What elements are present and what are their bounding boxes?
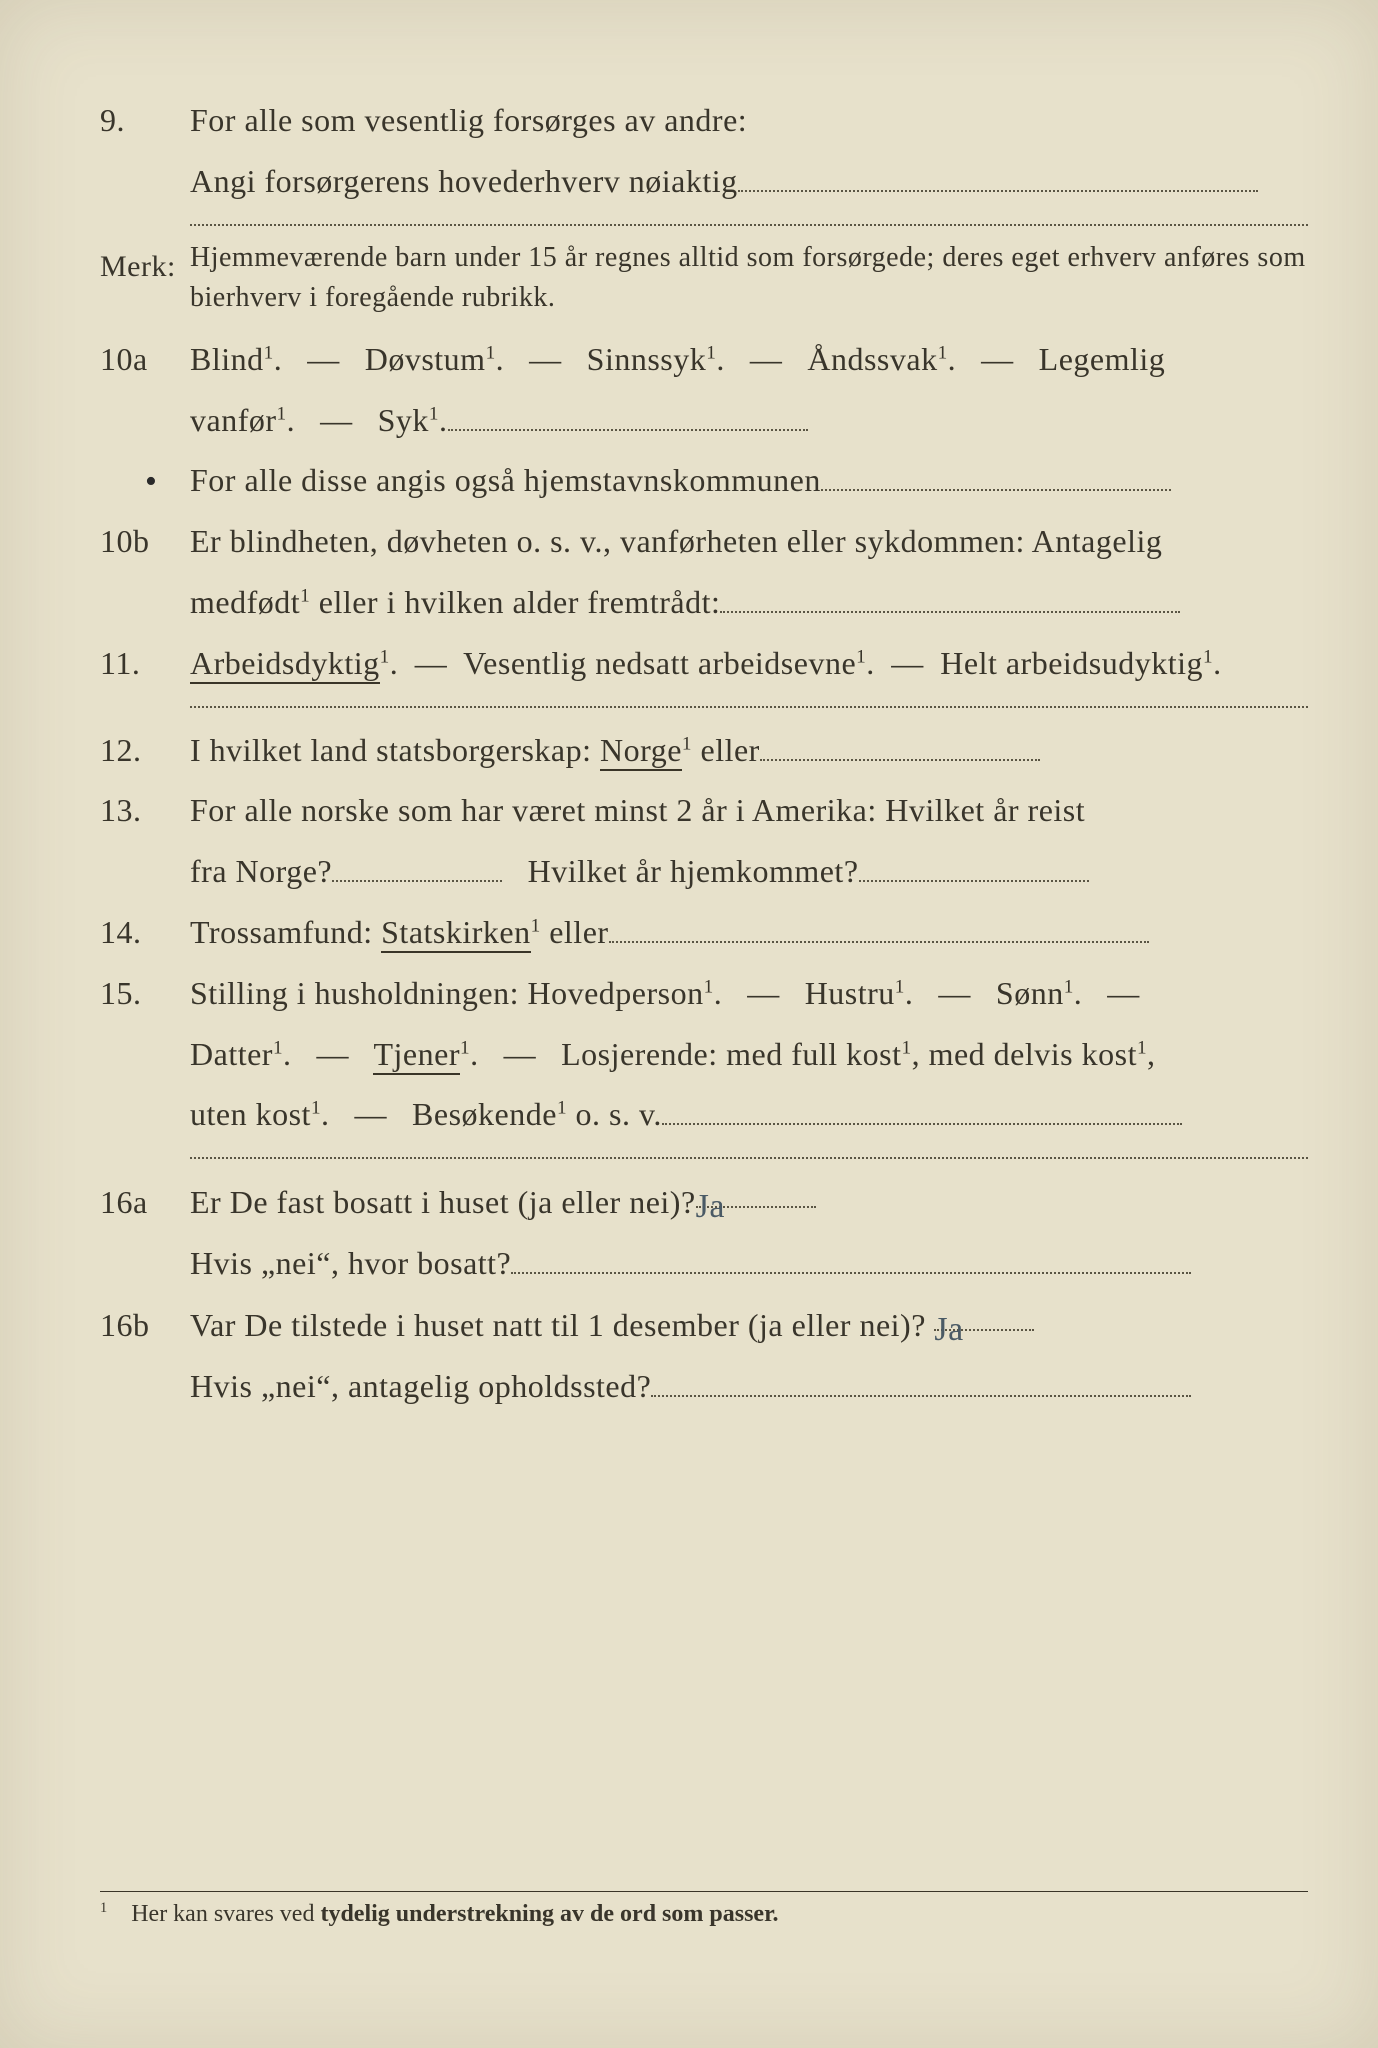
q13-text1: For alle norske som har været minst 2 år… [190, 780, 1308, 841]
q16a-question: Er De fast bosatt i huset (ja eller nei)… [190, 1184, 696, 1220]
bullet-dot: • [145, 450, 157, 515]
q10a-line3: • For alle disse angis også hjemstavnsko… [100, 450, 1308, 511]
q15-osv: o. s. v. [567, 1096, 662, 1132]
q10b-line1: 10b Er blindheten, døvheten o. s. v., va… [100, 511, 1308, 572]
q16a-fill[interactable]: Ja [696, 1171, 816, 1208]
q13-line1: 13. For alle norske som har været minst … [100, 780, 1308, 841]
merk-text: Hjemmeværende barn under 15 år regnes al… [190, 238, 1308, 319]
q10a-hjem: For alle disse angis også hjemstavnskomm… [190, 462, 821, 498]
q10b-text1: Er blindheten, døvheten o. s. v., vanfør… [190, 511, 1308, 572]
opt-sonn: Sønn [996, 975, 1064, 1011]
footnote-text-a: Her kan svares ved [131, 1901, 320, 1927]
opt-nedsatt: Vesentlig nedsatt arbeidsevne [463, 645, 856, 681]
opt-norge: Norge [600, 732, 682, 771]
q9-line1: 9. For alle som vesentlig forsørges av a… [100, 90, 1308, 151]
opt-uten: uten kost [190, 1096, 311, 1132]
q12-text: I hvilket land statsborgerskap: [190, 732, 600, 768]
q16b-number: 16b [100, 1295, 190, 1356]
q16b-question: Var De tilstede i huset natt til 1 desem… [190, 1307, 926, 1343]
opt-andssvak: Åndssvak [807, 341, 937, 377]
opt-hustru: Hustru [805, 975, 895, 1011]
q9-number: 9. [100, 90, 190, 151]
q15-line3: uten kost1. — Besøkende1 o. s. v. [100, 1084, 1308, 1145]
q16a-line1: 16a Er De fast bosatt i huset (ja eller … [100, 1171, 1308, 1233]
opt-syk: Syk [378, 402, 429, 438]
census-form-page: 9. For alle som vesentlig forsørges av a… [0, 0, 1378, 2048]
q10a-line2: vanfør1. — Syk1. [100, 390, 1308, 451]
divider [190, 1157, 1308, 1159]
q16b-line2: Hvis „nei“, antagelig opholdssted? [100, 1356, 1308, 1417]
footnote: 1 Her kan svares ved tydelig understrekn… [100, 1891, 1308, 1928]
opt-udyktig: Helt arbeidsudyktig [940, 645, 1203, 681]
q10b-rest: eller i hvilken alder fremtrådt: [310, 584, 720, 620]
q14-number: 14. [100, 902, 190, 963]
q12-number: 12. [100, 720, 190, 781]
q13-fill1[interactable] [332, 845, 502, 882]
footnote-text-b: tydelig understrekning av de ord som pas… [320, 1901, 778, 1927]
opt-vanfor: vanfør [190, 402, 277, 438]
q9-text1: For alle som vesentlig forsørges av andr… [190, 90, 1308, 151]
q14-fill[interactable] [609, 906, 1149, 943]
q10a-line1: 10a Blind1. — Døvstum1. — Sinnssyk1. — Å… [100, 329, 1308, 390]
q14-eller: eller [541, 914, 609, 950]
merk-label: Merk: [100, 238, 190, 295]
q16b-line1: 16b Var De tilstede i huset natt til 1 d… [100, 1294, 1308, 1356]
q12-eller: eller [692, 732, 760, 768]
opt-dovstum: Døvstum [365, 341, 486, 377]
q15-lead: Stilling i husholdningen: [190, 975, 527, 1011]
q16a-answer: Ja [696, 1188, 725, 1225]
q16a-hvis: Hvis „nei“, hvor bosatt? [190, 1245, 511, 1281]
q13-number: 13. [100, 780, 190, 841]
opt-sinnssyk: Sinnssyk [587, 341, 707, 377]
opt-tjener: Tjener [373, 1036, 460, 1075]
opt-datter: Datter [190, 1036, 273, 1072]
opt-arbeidsdyktig: Arbeidsdyktig [190, 645, 380, 684]
q10b-fill[interactable] [720, 576, 1180, 613]
q13-line2: fra Norge? Hvilket år hjemkommet? [100, 841, 1308, 902]
q14-text: Trossamfund: [190, 914, 381, 950]
opt-losjerende: Losjerende: med full kost [561, 1036, 901, 1072]
q11: 11. Arbeidsdyktig1. — Vesentlig nedsatt … [100, 633, 1308, 694]
q16b-answer: Ja [934, 1311, 963, 1348]
q16b-fill[interactable]: Ja [934, 1294, 1034, 1331]
merk-row: Merk: Hjemmeværende barn under 15 år reg… [100, 238, 1308, 319]
q15-number: 15. [100, 963, 190, 1024]
opt-delvis: , med delvis kost [912, 1036, 1137, 1072]
q10b-number: 10b [100, 511, 190, 572]
opt-statskirken: Statskirken [381, 914, 530, 953]
opt-besokende: Besøkende [412, 1096, 557, 1132]
q14: 14. Trossamfund: Statskirken1 eller [100, 902, 1308, 963]
q13-fra: fra Norge? [190, 853, 332, 889]
q9-text2: Angi forsørgerens hovederhverv nøiaktig [190, 163, 738, 199]
q11-number: 11. [100, 633, 190, 694]
q16b-hvis: Hvis „nei“, antagelig opholdssted? [190, 1368, 651, 1404]
q15-line2: Datter1. — Tjener1. — Losjerende: med fu… [100, 1024, 1308, 1085]
divider [190, 706, 1308, 708]
opt-legemlig: Legemlig [1039, 341, 1166, 377]
opt-hovedperson: Hovedperson [527, 975, 703, 1011]
q16a-line2: Hvis „nei“, hvor bosatt? [100, 1233, 1308, 1294]
q16a-number: 16a [100, 1172, 190, 1233]
footnote-mark: 1 [100, 1900, 107, 1916]
q13-fill2[interactable] [859, 845, 1089, 882]
q10b-medfodt: medfødt [190, 584, 300, 620]
q10a-fill2[interactable] [821, 454, 1171, 491]
q10b-line2: medfødt1 eller i hvilken alder fremtrådt… [100, 572, 1308, 633]
q9-line2: Angi forsørgerens hovederhverv nøiaktig [100, 151, 1308, 212]
q16a-fill2[interactable] [511, 1237, 1191, 1274]
q16b-fill2[interactable] [651, 1359, 1191, 1396]
divider [190, 224, 1308, 226]
opt-blind: Blind [190, 341, 264, 377]
q12: 12. I hvilket land statsborgerskap: Norg… [100, 720, 1308, 781]
q10a-fill[interactable] [448, 393, 808, 430]
q15-line1: 15. Stilling i husholdningen: Hovedperso… [100, 963, 1308, 1024]
q10a-number: 10a [100, 329, 190, 390]
q13-hjem: Hvilket år hjemkommet? [528, 853, 859, 889]
q15-fill[interactable] [662, 1088, 1182, 1125]
q12-fill[interactable] [760, 723, 1040, 760]
q9-fill[interactable] [738, 155, 1258, 192]
